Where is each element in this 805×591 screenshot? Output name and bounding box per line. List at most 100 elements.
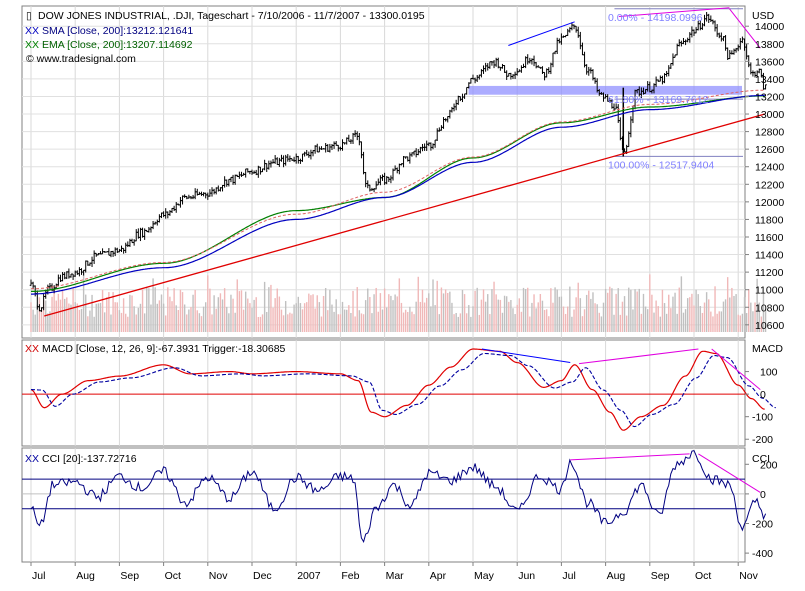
volume-bar bbox=[676, 313, 678, 332]
volume-bar bbox=[158, 300, 161, 332]
volume-bar bbox=[310, 295, 312, 332]
volume-bar bbox=[558, 296, 560, 332]
volume-bar bbox=[169, 296, 171, 332]
volume-bar bbox=[301, 309, 304, 332]
volume-bar bbox=[752, 311, 754, 332]
volume-bar bbox=[337, 314, 339, 332]
month-label: Jul bbox=[32, 570, 45, 582]
cci-tick-label: -200 bbox=[752, 519, 773, 531]
volume-bar bbox=[68, 303, 70, 332]
macd-trigger-line bbox=[31, 352, 776, 428]
volume-bar bbox=[379, 293, 382, 332]
volume-bar bbox=[543, 309, 546, 332]
volume-bar bbox=[150, 304, 152, 332]
volume-bar bbox=[219, 293, 222, 332]
volume-bar bbox=[333, 311, 335, 332]
volume-bar bbox=[89, 310, 91, 332]
volume-bar bbox=[143, 313, 146, 332]
volume-bar bbox=[636, 291, 638, 332]
volume-bar bbox=[548, 316, 550, 332]
volume-bar bbox=[415, 301, 417, 332]
volume-bar bbox=[249, 303, 251, 332]
volume-bar bbox=[472, 306, 474, 332]
volume-bar bbox=[396, 296, 398, 332]
volume-bar bbox=[223, 288, 226, 332]
volume-bar bbox=[346, 309, 348, 332]
price-tick-label: 11200 bbox=[755, 267, 784, 279]
volume-bar bbox=[236, 279, 238, 332]
volume-bar bbox=[388, 294, 390, 332]
volume-bar bbox=[512, 308, 514, 332]
volume-bar bbox=[270, 284, 272, 332]
volume-bar bbox=[510, 300, 512, 332]
volume-bar bbox=[91, 294, 93, 332]
volume-bar bbox=[484, 301, 487, 332]
volume-bar bbox=[463, 294, 466, 332]
volume-bar bbox=[167, 287, 169, 332]
macd-axis-label: MACD bbox=[752, 343, 783, 355]
price-tick-label: 13400 bbox=[755, 74, 784, 86]
volume-bar bbox=[156, 303, 158, 332]
volume-bar bbox=[455, 312, 457, 332]
volume-bar bbox=[76, 303, 79, 332]
cci-panel-frame bbox=[21, 447, 746, 563]
volume-bar bbox=[693, 305, 695, 332]
volume-bar bbox=[590, 298, 592, 332]
price-tick-label: 11600 bbox=[755, 232, 784, 244]
volume-bar bbox=[480, 299, 483, 332]
downtrend-line-magenta bbox=[728, 8, 761, 49]
volume-bar bbox=[668, 294, 670, 332]
volume-bar bbox=[468, 305, 470, 332]
volume-bar bbox=[148, 288, 150, 332]
volume-bar bbox=[78, 309, 81, 332]
month-label: Nov bbox=[209, 570, 228, 582]
volume-bar bbox=[737, 314, 739, 332]
cci-tick-label: 200 bbox=[760, 459, 778, 471]
volume-bar bbox=[97, 303, 100, 332]
volume-bar bbox=[758, 302, 760, 332]
volume-bar bbox=[419, 301, 422, 332]
volume-bar bbox=[341, 301, 344, 332]
volume-bar bbox=[63, 298, 66, 332]
volume-bar bbox=[386, 307, 388, 332]
volume-bar bbox=[350, 312, 352, 332]
volume-bar bbox=[701, 312, 704, 332]
volume-bar bbox=[501, 312, 504, 332]
volume-bar bbox=[604, 288, 607, 332]
volume-bar bbox=[38, 297, 41, 332]
macd-tick-label: -100 bbox=[752, 412, 773, 424]
volume-bar bbox=[518, 298, 521, 332]
volume-bar bbox=[642, 293, 645, 332]
fib-high-label: 0.00% - 14198.0996 bbox=[608, 12, 703, 24]
cci-axis-label: CCI bbox=[752, 453, 770, 465]
volume-bar bbox=[263, 281, 266, 332]
volume-bar bbox=[428, 293, 430, 332]
volume-bar bbox=[114, 302, 116, 332]
volume-bar bbox=[129, 294, 131, 332]
month-label: May bbox=[474, 570, 495, 582]
volume-bar bbox=[487, 294, 489, 332]
volume-bar bbox=[375, 287, 377, 332]
price-tick-label: 13000 bbox=[755, 109, 784, 121]
volume-bar bbox=[678, 287, 680, 332]
volume-bar bbox=[438, 314, 441, 332]
volume-bar bbox=[34, 314, 36, 332]
volume-bar bbox=[592, 292, 594, 332]
volume-bar bbox=[242, 309, 245, 332]
volume-bar bbox=[369, 297, 371, 332]
volume-bar bbox=[74, 302, 76, 332]
volume-bar bbox=[520, 311, 523, 332]
volume-bar bbox=[392, 300, 394, 332]
legend-marker-ema: XX bbox=[25, 39, 39, 51]
month-label: Sep bbox=[651, 570, 670, 582]
volume-bar bbox=[729, 297, 731, 332]
volume-bar bbox=[186, 314, 188, 332]
volume-bar bbox=[131, 295, 133, 332]
volume-bar bbox=[308, 293, 310, 332]
macd-series bbox=[22, 348, 776, 431]
volume-bar bbox=[318, 302, 321, 332]
volume-bar bbox=[447, 293, 449, 332]
volume-bar bbox=[556, 289, 558, 332]
volume-bar bbox=[602, 302, 605, 332]
